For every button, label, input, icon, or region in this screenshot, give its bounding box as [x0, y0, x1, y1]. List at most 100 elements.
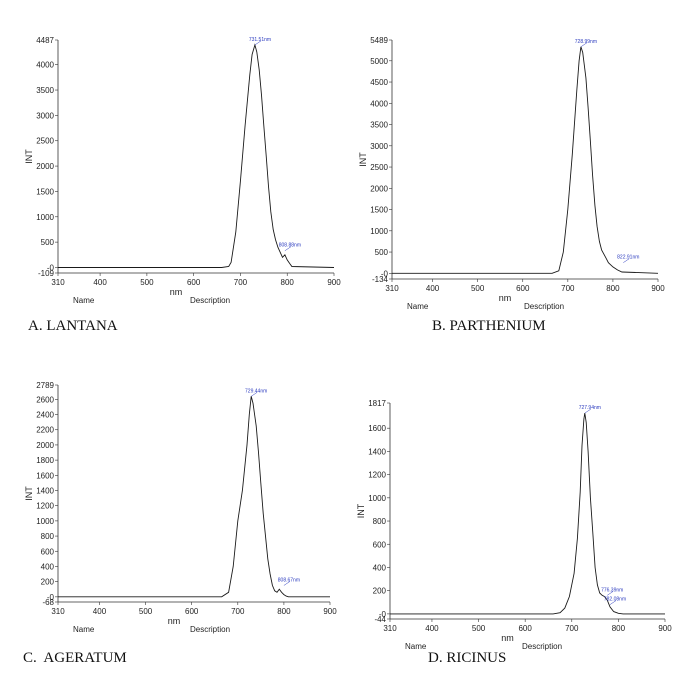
peak-label: 727.94nm: [579, 405, 601, 411]
y-tick-label: 5489: [370, 36, 388, 45]
peak-label: 776.39nm: [601, 587, 623, 593]
y-tick-label: 2000: [36, 162, 54, 171]
y-tick-label: 2000: [370, 184, 388, 193]
peak-label: 822.91nm: [617, 255, 639, 261]
x-tick-label: 500: [140, 278, 154, 287]
x-tick-label: 310: [383, 624, 397, 633]
y-axis-label: INT: [356, 503, 366, 518]
x-tick-label: 700: [561, 284, 575, 293]
panel-caption: B. PARTHENIUM: [432, 318, 546, 334]
y-tick-label: 2000: [36, 441, 54, 450]
y-axis-label: INT: [358, 152, 368, 167]
y-tick-label: 400: [41, 562, 55, 571]
y-tick-label: 1000: [368, 494, 386, 503]
y-tick-label: 2600: [36, 395, 54, 404]
y-tick-label: 4500: [370, 78, 388, 87]
y-tick-label: 1000: [36, 213, 54, 222]
y-tick-label: -68: [42, 598, 54, 607]
y-tick-label: 2200: [36, 426, 54, 435]
y-tick-label: 1400: [36, 486, 54, 495]
x-axis-label: nm: [501, 633, 514, 643]
y-tick-label: 2500: [370, 163, 388, 172]
panel-caption: C. AGERATUM: [23, 650, 127, 666]
y-tick-label: 3500: [370, 121, 388, 130]
spectrum-line: [392, 46, 659, 274]
y-tick-label: -134: [372, 275, 389, 284]
x-tick-label: 900: [658, 624, 672, 633]
x-tick-label: 800: [612, 624, 626, 633]
y-tick-label: 200: [41, 578, 55, 587]
spectrum-chart: -44-0 200 400 600 800 1000 1200 1400 1600 1817 310…: [356, 399, 672, 651]
y-tick-label: -0: [47, 593, 55, 602]
y-tick-label: 3000: [36, 111, 54, 120]
x-axis-label: nm: [499, 293, 512, 303]
y-tick-label: 3000: [370, 142, 388, 151]
y-tick-label: 4000: [370, 99, 388, 108]
y-tick-label: 1000: [36, 517, 54, 526]
footer-name: Name: [73, 625, 95, 634]
footer-description: Description: [524, 302, 564, 311]
x-axis-label: nm: [168, 616, 181, 626]
peak-label: 728.99nm: [575, 39, 597, 45]
x-tick-label: 600: [185, 607, 199, 616]
y-tick-label: -44: [374, 615, 386, 624]
y-tick-label: 1500: [370, 206, 388, 215]
footer-description: Description: [190, 625, 230, 634]
y-axis-label: INT: [24, 486, 34, 501]
peak-marker: [607, 591, 614, 596]
peak-label: 808.67nm: [278, 577, 300, 583]
y-tick-label: 3500: [36, 86, 54, 95]
peak-label: 729.44nm: [245, 388, 267, 394]
x-tick-label: 400: [93, 607, 107, 616]
y-axis-label: INT: [24, 149, 34, 164]
y-tick-label: 4000: [36, 61, 54, 70]
x-tick-label: 500: [139, 607, 153, 616]
y-tick-label: -0: [47, 263, 55, 272]
x-tick-label: 700: [234, 278, 248, 287]
footer-name: Name: [405, 642, 427, 651]
peak-marker: [623, 258, 630, 263]
y-tick-label: 1400: [368, 447, 386, 456]
x-tick-label: 310: [51, 607, 65, 616]
y-tick-label: 800: [41, 532, 55, 541]
x-tick-label: 310: [51, 278, 65, 287]
panel-caption: D. RICINUS: [428, 650, 507, 666]
peak-marker: [284, 246, 292, 251]
footer-name: Name: [407, 302, 429, 311]
x-tick-label: 500: [471, 284, 485, 293]
y-tick-label: 500: [41, 238, 55, 247]
panel-caption: A. LANTANA: [28, 318, 118, 334]
peak-marker: [283, 581, 291, 586]
x-tick-label: 400: [93, 278, 107, 287]
x-tick-label: 800: [606, 284, 620, 293]
spectrum-line: [390, 413, 665, 615]
peak-marker: [251, 392, 258, 397]
peak-marker: [609, 600, 617, 605]
x-tick-label: 600: [516, 284, 530, 293]
x-tick-label: 400: [425, 624, 439, 633]
spectrum-panel: -134 -0 500 1000 1500 2000 2500 3000 3500 4000 450…: [346, 0, 693, 340]
x-tick-label: 500: [472, 624, 486, 633]
x-tick-label: 900: [323, 607, 337, 616]
peak-label: 731.51nm: [249, 37, 271, 43]
y-tick-label: 1200: [368, 471, 386, 480]
footer-description: Description: [190, 296, 230, 305]
y-tick-label: 1800: [36, 456, 54, 465]
spectrum-panel: -44 -0 200 400 600 800 1000 1200 1400 1600 1817 310…: [346, 340, 693, 677]
y-tick-label: 1600: [368, 424, 386, 433]
x-tick-label: 800: [277, 607, 291, 616]
spectrum-line: [58, 43, 335, 268]
y-tick-label: 1200: [36, 502, 54, 511]
y-tick-label: 2500: [36, 137, 54, 146]
y-tick-label: 200: [373, 587, 387, 596]
y-tick-label: 1500: [36, 187, 54, 196]
y-tick-label: -109: [38, 269, 55, 278]
x-tick-label: 600: [187, 278, 201, 287]
y-tick-label: 600: [373, 540, 387, 549]
y-tick-label: 2789: [36, 381, 54, 390]
x-tick-label: 700: [231, 607, 245, 616]
peak-label: 808.88nm: [279, 243, 301, 249]
peak-label: 782.08nm: [604, 597, 626, 603]
x-tick-label: 310: [385, 284, 399, 293]
x-tick-label: 900: [327, 278, 341, 287]
